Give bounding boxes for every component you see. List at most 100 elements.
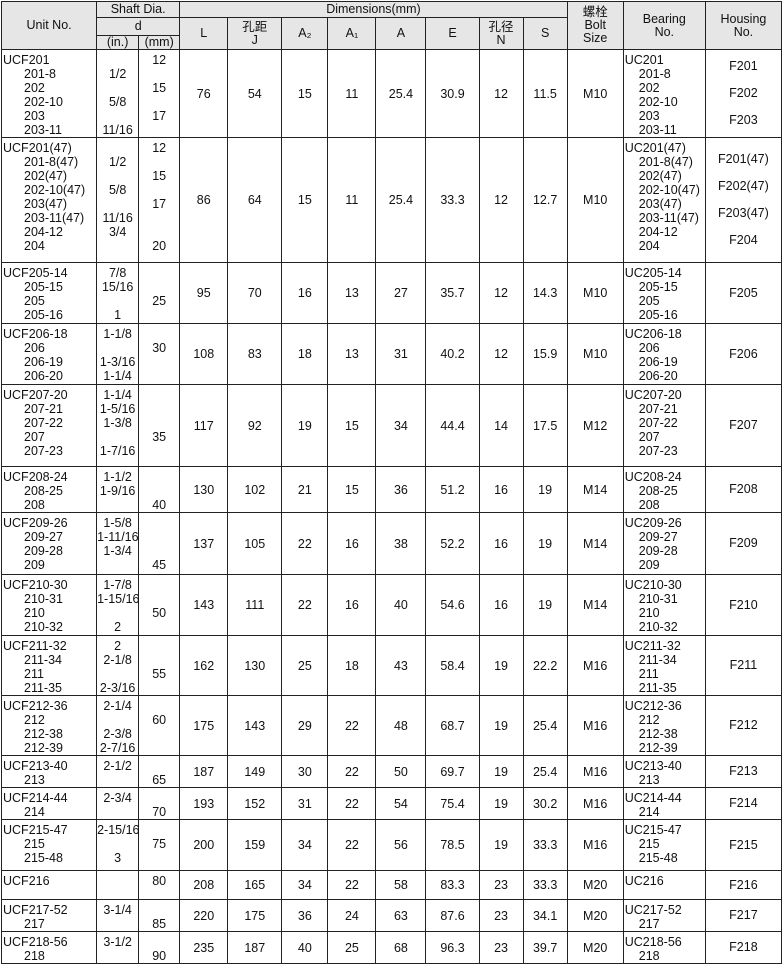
dim-s: 25.4: [522, 755, 568, 788]
unit-no: 208: [24, 498, 45, 512]
dim-a2: 21: [281, 466, 329, 513]
bearing-no: 205-15: [638, 280, 678, 294]
shaft-mm-cell: 80: [138, 870, 181, 900]
shaft-dia-mm: 17: [152, 197, 167, 211]
dim-n: 19: [478, 787, 524, 820]
shaft-dia-mm: 20: [152, 239, 167, 253]
unit-no: 202: [24, 81, 45, 95]
unit-no: 217: [24, 917, 45, 931]
shaft-dia-in: 2-3/8: [103, 727, 132, 741]
dim-a1: 11: [327, 49, 377, 138]
shaft-dia-in: [97, 430, 138, 444]
bearing-no: 207: [638, 430, 660, 444]
shaft-dia-mm: [139, 620, 179, 634]
shaft-dia-in: [97, 81, 138, 95]
housing-no-cell: F218: [704, 931, 783, 964]
header-size: Size: [583, 31, 608, 45]
dim-j: 70: [227, 262, 283, 324]
bearing-no-cell: UC212-36 212 212-38 212-39: [622, 695, 706, 756]
dim-a1: 22: [327, 870, 377, 900]
shaft-in-cell: 3-1/4: [96, 899, 140, 932]
shaft-dia-mm: [139, 681, 179, 695]
bearing-no: UC218-56: [624, 935, 682, 949]
table-row: UCF208-24 208-25 208 1-1/2 1-9/16 40 130 102 21 1…: [0, 466, 783, 513]
shaft-dia-in: [97, 197, 138, 211]
unit-no-cell: UCF201(47) 201-8(47) 202(47) 202-10(47) 203(…: [0, 137, 98, 263]
header-d: d: [96, 17, 181, 36]
housing-no: F208: [729, 482, 758, 496]
dim-j: 92: [227, 384, 283, 467]
shaft-dia-mm: 40: [152, 498, 167, 512]
dim-e: 54.6: [425, 574, 480, 636]
dim-a1: 16: [327, 512, 377, 575]
unit-no: 203-11: [24, 123, 62, 137]
dim-n: 19: [478, 755, 524, 788]
unit-no-cell: UCF214-44 214: [0, 787, 98, 820]
dim-s: 19: [522, 512, 568, 575]
shaft-dia-in: [97, 141, 138, 155]
shaft-dia-mm: 75: [152, 837, 167, 851]
dim-a: 25.4: [375, 137, 427, 263]
dim-a1: 22: [327, 755, 377, 788]
bearing-no: 210-31: [638, 592, 678, 606]
unit-no: 212-38: [24, 727, 63, 741]
header-L: L: [179, 17, 229, 50]
bearing-no-cell: UC208-24 208-25 208: [622, 466, 706, 513]
shaft-dia-mm: [139, 903, 179, 917]
bearing-no: 204: [638, 239, 660, 253]
unit-no: UCF216: [3, 874, 50, 888]
shaft-in-cell: 1-5/8 1-11/16 1-3/4: [96, 512, 140, 575]
shaft-mm-cell: 65: [138, 755, 181, 788]
bearing-no: 206: [638, 341, 660, 355]
shaft-dia-in: [97, 773, 138, 787]
dim-s: 14.3: [522, 262, 568, 324]
bearing-no: 203(47): [638, 197, 682, 211]
header-E: E: [425, 17, 480, 50]
dim-s: 33.3: [522, 870, 568, 900]
shaft-dia-in: 2-7/16: [99, 741, 136, 755]
bearing-no-cell: UC218-56 218: [622, 931, 706, 964]
header-housing: Housing: [720, 11, 767, 26]
bearing-no: UC205-14: [624, 266, 682, 280]
header-dimensions: Dimensions(mm): [179, 1, 568, 18]
unit-no: 209-28: [24, 544, 63, 558]
dim-a: 54: [375, 787, 427, 820]
table-row: UCF216 80 208 165 34 22 58 83.3 23 33.3 M20 UC216 F2…: [0, 870, 783, 900]
table-row: UCF209-26 209-27 209-28 209 1-5/8 1-11/16 1-3/…: [0, 512, 783, 575]
housing-no: F214: [729, 796, 758, 810]
bearing-no: 201-8(47): [638, 155, 693, 169]
dim-j: 54: [227, 49, 283, 138]
housing-no-cell: F215: [704, 819, 783, 871]
dim-s: 34.1: [522, 899, 568, 932]
shaft-dia-mm: 15: [152, 81, 167, 95]
dim-j: 111: [227, 574, 283, 636]
unit-no: UCF201: [3, 53, 50, 67]
housing-no: F206: [729, 346, 758, 361]
bearing-no: 202-10(47): [638, 183, 700, 197]
dim-n: 14: [478, 384, 524, 467]
unit-no: 215: [24, 837, 45, 851]
header-N: 孔径 N: [478, 17, 524, 50]
dim-j: 175: [227, 899, 283, 932]
dim-e: 75.4: [425, 787, 480, 820]
shaft-dia-in: [97, 667, 138, 681]
shaft-dia-in: 1-7/8: [103, 578, 132, 592]
shaft-dia-mm: 17: [152, 109, 167, 123]
unit-no: 207-23: [24, 444, 63, 458]
housing-no-cell: F207: [704, 384, 783, 467]
unit-no: UCF213-40: [3, 759, 68, 773]
bearing-no: UC214-44: [624, 791, 682, 805]
bearing-no: 210-32: [638, 620, 678, 634]
unit-no: 213: [24, 773, 45, 787]
dim-a1: 11: [327, 137, 377, 263]
dim-j: 152: [227, 787, 283, 820]
dim-e: 83.3: [425, 870, 480, 900]
housing-no-cell: F201(47) F202(47) F203(47) F204: [704, 137, 783, 263]
dim-l: 76: [179, 49, 229, 138]
dim-e: 96.3: [425, 931, 480, 964]
dim-j: 159: [227, 819, 283, 871]
dim-a2: 18: [281, 323, 329, 385]
shaft-in-cell: 1/2 5/8 11/16 3/4: [96, 137, 140, 263]
dim-a1: 22: [327, 695, 377, 756]
header-n-cn: 孔径: [488, 19, 514, 34]
